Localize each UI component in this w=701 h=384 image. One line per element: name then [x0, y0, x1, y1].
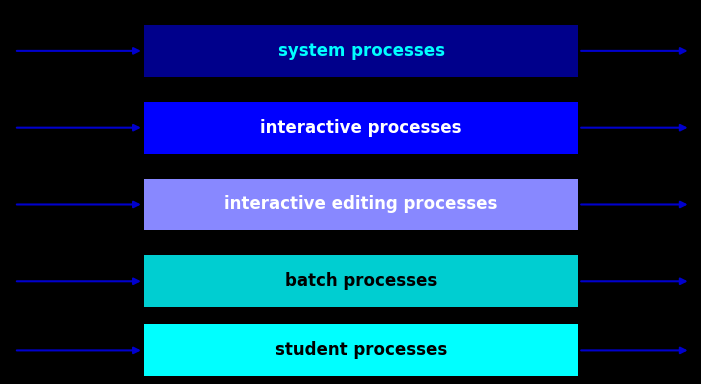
Text: student processes: student processes: [275, 341, 447, 359]
Text: batch processes: batch processes: [285, 272, 437, 290]
Text: system processes: system processes: [278, 42, 444, 60]
FancyBboxPatch shape: [144, 102, 578, 154]
Text: interactive processes: interactive processes: [260, 119, 462, 137]
FancyBboxPatch shape: [144, 255, 578, 307]
Text: interactive editing processes: interactive editing processes: [224, 195, 498, 214]
FancyBboxPatch shape: [144, 179, 578, 230]
FancyBboxPatch shape: [144, 25, 578, 77]
FancyBboxPatch shape: [144, 324, 578, 376]
